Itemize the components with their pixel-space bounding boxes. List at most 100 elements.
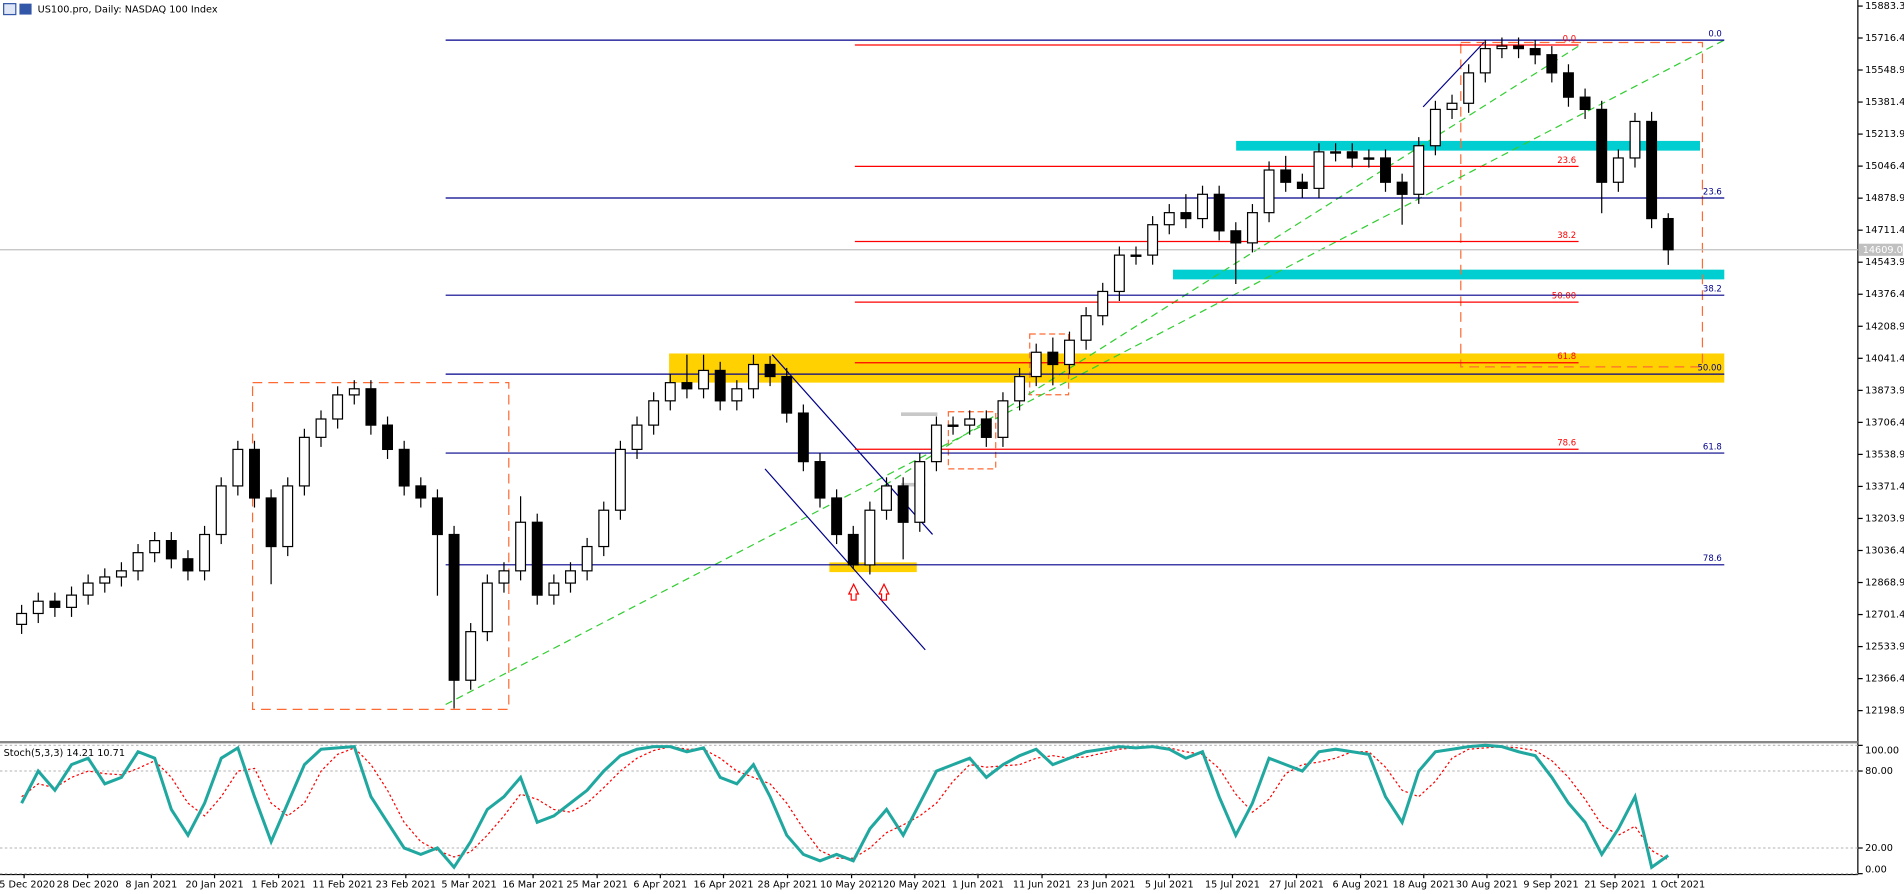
candle-body [1363, 157, 1375, 160]
candle-body [747, 363, 759, 390]
candle-body [232, 448, 244, 487]
y-tick-label: 12868.9 [1865, 578, 1904, 589]
y-tick-label: 15046.4 [1865, 161, 1904, 172]
y-tick-label: 15548.9 [1865, 65, 1904, 76]
y-tick-label: 14041.4 [1865, 353, 1904, 364]
candle-body [465, 631, 477, 681]
candle-body [997, 400, 1009, 438]
candle-body [448, 533, 460, 681]
candle-body [864, 509, 876, 566]
candle-body [515, 521, 527, 572]
candle-body [631, 424, 643, 451]
x-tick-label: 8 Jan 2021 [125, 879, 177, 890]
y-tick-label: 15716.4 [1865, 33, 1904, 44]
y-tick-label: 15381.4 [1865, 97, 1904, 108]
y-tick-label: 80.00 [1865, 766, 1893, 777]
x-tick-label: 25 Mar 2021 [566, 879, 628, 890]
stoch-signal-line [21, 746, 1669, 861]
y-tick-label: 13873.9 [1865, 385, 1904, 396]
x-tick-label: 21 Sep 2021 [1584, 879, 1645, 890]
candle-body [1662, 217, 1674, 251]
candle-body [1429, 108, 1441, 147]
candle-body [1529, 47, 1541, 56]
x-tick-label: 1 Jun 2021 [952, 879, 1004, 890]
fib-label: 50.00 [1698, 364, 1722, 374]
trend-line [445, 39, 1725, 706]
candle-body [1230, 230, 1242, 244]
candle-body [881, 485, 892, 511]
candle-body [481, 582, 493, 633]
candle-body [398, 448, 410, 487]
candle-body [1612, 157, 1624, 183]
candle-body [1246, 212, 1258, 244]
candle-body [249, 448, 260, 499]
candle-body [1014, 375, 1026, 402]
candle-body [149, 540, 161, 554]
candle-body [1097, 290, 1109, 317]
up-arrow [878, 582, 890, 601]
candle-body [681, 382, 693, 390]
candle-body [365, 388, 377, 426]
candle-body [132, 552, 144, 572]
x-tick-label: 18 Aug 2021 [1393, 879, 1455, 890]
candle-body [1163, 212, 1175, 226]
fib-label: 23.6 [1703, 187, 1722, 197]
resistance-zone [1236, 140, 1700, 151]
x-tick-label: 16 Mar 2021 [502, 879, 564, 890]
x-tick-label: 28 Dec 2020 [57, 879, 119, 890]
candle-body [1380, 157, 1391, 183]
x-tick-label: 23 Jun 2021 [1077, 879, 1135, 890]
fib-label: 50.00 [1552, 292, 1576, 302]
candle-body [764, 363, 776, 378]
candle-body [947, 424, 959, 427]
candle-body [16, 612, 28, 625]
candle-body [199, 533, 211, 572]
candle-body [1113, 254, 1125, 293]
candle-body [32, 600, 44, 615]
candle-body [165, 540, 177, 560]
candle-body [964, 418, 976, 426]
y-tick-label: 20.00 [1865, 843, 1893, 854]
x-tick-label: 16 Apr 2021 [694, 879, 754, 890]
fib-label: 38.2 [1703, 285, 1722, 295]
y-tick-label: 13203.9 [1865, 513, 1904, 524]
fib-label: 0.0 [1563, 34, 1577, 44]
candle-body [265, 497, 277, 548]
support-zone [1173, 269, 1725, 280]
y-tick-label: 15883.3 [1865, 1, 1904, 12]
channel-line [764, 468, 926, 651]
candle-body [99, 576, 111, 584]
candle-body [382, 424, 394, 451]
up-arrow [847, 582, 860, 601]
candle-body [1147, 224, 1159, 256]
x-tick-label: 15 Dec 2020 [0, 879, 55, 890]
x-tick-label: 15 Jul 2021 [1205, 879, 1260, 890]
x-tick-label: 6 Apr 2021 [633, 879, 687, 890]
y-tick-label: 13371.4 [1865, 481, 1904, 492]
fib-label: 61.8 [1703, 443, 1722, 453]
channel-line [1422, 42, 1485, 108]
candle-body [1396, 181, 1408, 195]
candle-body [298, 436, 310, 487]
candle-body [1313, 151, 1325, 189]
candle-body [598, 509, 610, 548]
candle-body [698, 369, 710, 390]
y-tick-label: 13036.4 [1865, 545, 1904, 556]
candle-body [531, 521, 543, 596]
x-tick-label: 11 Jun 2021 [1013, 879, 1071, 890]
y-tick-label: 14376.4 [1865, 289, 1904, 300]
candle-body [565, 570, 576, 584]
candle-body [1047, 351, 1059, 366]
dashed-box [251, 382, 510, 710]
candle-body [797, 412, 809, 463]
candle-body [282, 485, 294, 548]
candle-body [498, 570, 510, 584]
fib-label: 78.6 [1557, 439, 1576, 449]
candle-body [1596, 108, 1608, 183]
x-tick-label: 10 May 2021 [820, 879, 883, 890]
candle-body [431, 497, 443, 536]
trend-line [873, 45, 1579, 493]
candle-body [897, 485, 909, 523]
annotations [251, 39, 1725, 710]
